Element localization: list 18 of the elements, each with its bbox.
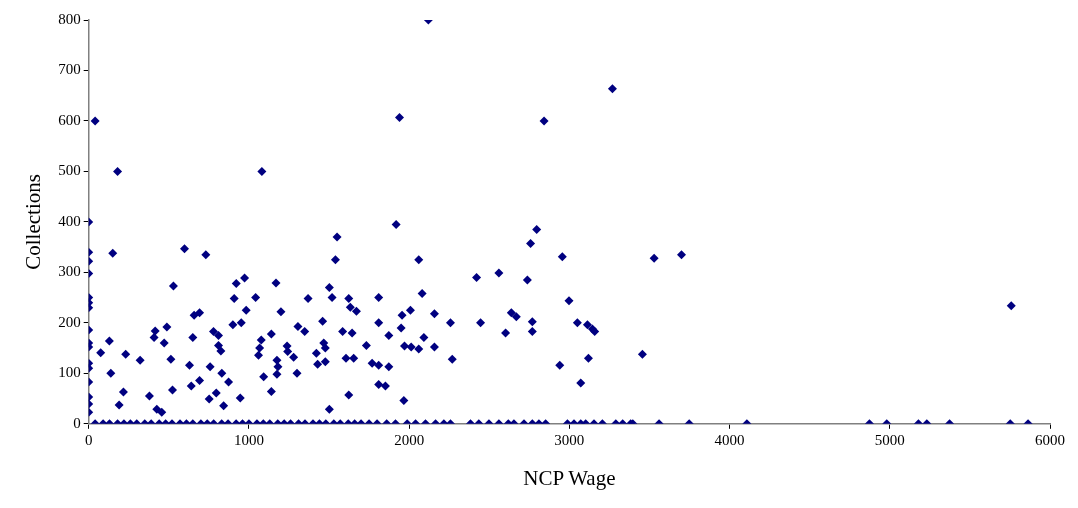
- y-tick-label: 500: [58, 162, 81, 179]
- x-tick-label: 6000: [1035, 431, 1065, 448]
- y-tick-label: 800: [58, 10, 81, 27]
- y-tick-label: 400: [58, 212, 81, 229]
- y-tick-label: 300: [58, 263, 81, 280]
- x-tick-label: 2000: [394, 431, 425, 448]
- y-tick-label: 200: [58, 313, 81, 330]
- x-axis-title: NCP Wage: [523, 465, 616, 490]
- y-axis-title: Collections: [21, 174, 46, 270]
- x-tick-label: 5000: [874, 431, 905, 448]
- x-tick-label: 1000: [233, 431, 264, 448]
- y-tick-label: 100: [58, 364, 81, 381]
- y-tick-label: 0: [73, 414, 81, 431]
- y-tick-label: 600: [58, 111, 81, 128]
- x-tick-label: 0: [84, 431, 93, 448]
- x-tick-label: 3000: [554, 431, 585, 448]
- y-tick-label: 700: [58, 61, 81, 78]
- x-tick-label: 4000: [714, 431, 745, 448]
